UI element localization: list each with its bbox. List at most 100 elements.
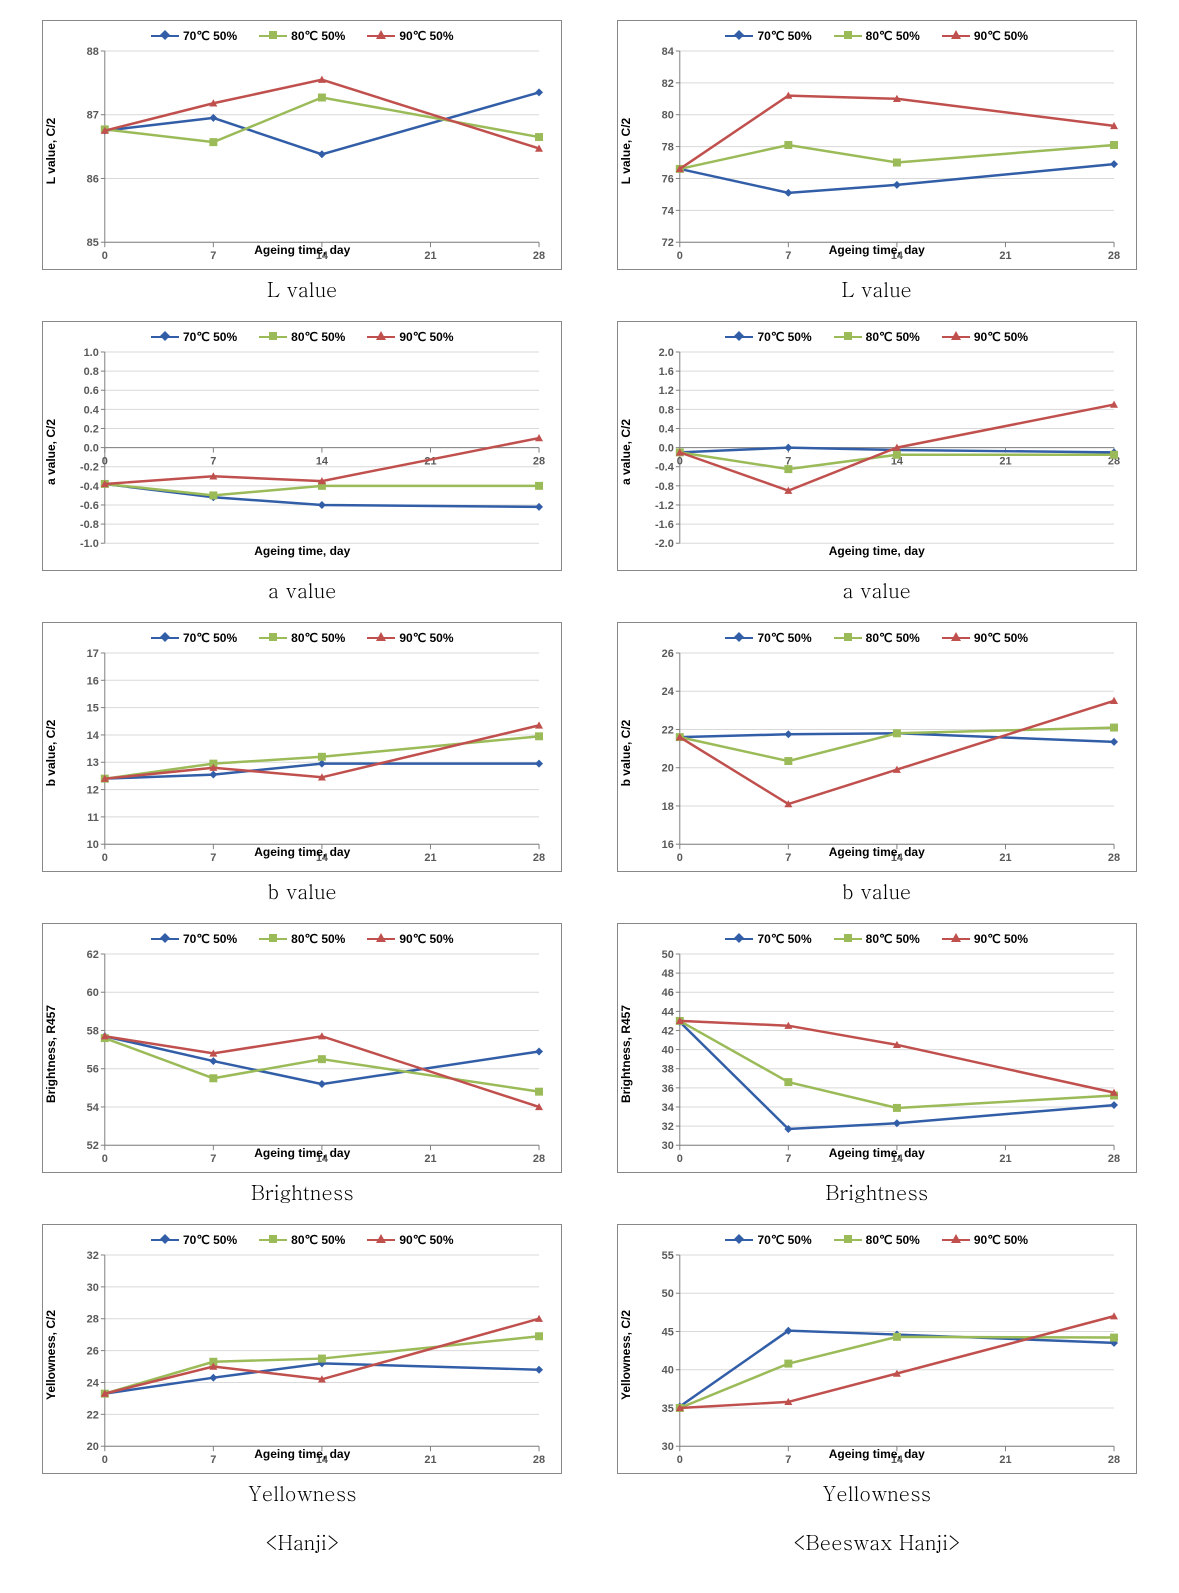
legend-item: 80℃ 50% <box>834 631 920 645</box>
svg-text:22: 22 <box>661 724 673 736</box>
chart-box: 70℃ 50% 80℃ 50% 90℃ 50% a value, C/2 -2.… <box>617 321 1137 571</box>
legend: 70℃ 50% 80℃ 50% 90℃ 50% <box>53 29 551 43</box>
svg-text:-0.8: -0.8 <box>80 519 99 531</box>
svg-text:-0.4: -0.4 <box>655 462 675 474</box>
svg-text:26: 26 <box>661 649 673 660</box>
legend: 70℃ 50% 80℃ 50% 90℃ 50% <box>628 1233 1126 1247</box>
svg-text:24: 24 <box>87 1377 100 1389</box>
legend: 70℃ 50% 80℃ 50% 90℃ 50% <box>628 330 1126 344</box>
chart-caption: a value <box>268 575 336 604</box>
svg-text:0.4: 0.4 <box>84 404 100 416</box>
legend-label: 70℃ 50% <box>757 29 811 43</box>
svg-text:45: 45 <box>661 1326 673 1338</box>
svg-text:16: 16 <box>87 675 99 687</box>
svg-text:34: 34 <box>661 1102 674 1114</box>
legend-item: 70℃ 50% <box>725 1233 811 1247</box>
legend-item: 80℃ 50% <box>259 1233 345 1247</box>
chart-caption: Brightness <box>251 1177 354 1206</box>
chart-cell: 70℃ 50% 80℃ 50% 90℃ 50% a value, C/2 -1.… <box>30 321 575 616</box>
svg-text:20: 20 <box>661 763 673 775</box>
legend-label: 80℃ 50% <box>291 330 345 344</box>
svg-text:1.6: 1.6 <box>658 366 673 378</box>
chart-cell: 70℃ 50% 80℃ 50% 90℃ 50% Brightness, R457… <box>605 923 1150 1218</box>
legend-label: 70℃ 50% <box>757 330 811 344</box>
chart-cell: 70℃ 50% 80℃ 50% 90℃ 50% b value, C/2 161… <box>605 622 1150 917</box>
svg-text:36: 36 <box>661 1083 673 1095</box>
chart-caption: b value <box>268 876 337 905</box>
legend-item: 90℃ 50% <box>942 330 1028 344</box>
legend-label: 90℃ 50% <box>974 1233 1028 1247</box>
legend-item: 70℃ 50% <box>151 330 237 344</box>
chart-caption: L value <box>842 274 912 303</box>
legend: 70℃ 50% 80℃ 50% 90℃ 50% <box>53 631 551 645</box>
legend-item: 70℃ 50% <box>151 932 237 946</box>
legend-label: 80℃ 50% <box>291 29 345 43</box>
legend-label: 80℃ 50% <box>291 932 345 946</box>
chart-cell: 70℃ 50% 80℃ 50% 90℃ 50% L value, C/2 727… <box>605 20 1150 315</box>
x-axis-label: Ageing time, day <box>53 544 551 558</box>
svg-text:0.6: 0.6 <box>84 385 99 397</box>
legend-label: 90℃ 50% <box>399 29 453 43</box>
svg-text:0.8: 0.8 <box>658 404 673 416</box>
svg-text:15: 15 <box>87 703 99 715</box>
legend-label: 90℃ 50% <box>974 932 1028 946</box>
legend-label: 70℃ 50% <box>183 29 237 43</box>
svg-text:0.0: 0.0 <box>658 443 673 455</box>
svg-text:56: 56 <box>87 1064 99 1076</box>
svg-text:14: 14 <box>316 456 329 468</box>
svg-text:82: 82 <box>661 78 673 90</box>
legend-label: 80℃ 50% <box>866 330 920 344</box>
x-axis-label: Ageing time, day <box>628 845 1126 859</box>
svg-text:0: 0 <box>676 456 682 468</box>
svg-text:-0.8: -0.8 <box>655 481 674 493</box>
legend: 70℃ 50% 80℃ 50% 90℃ 50% <box>628 631 1126 645</box>
x-axis-label: Ageing time, day <box>628 544 1126 558</box>
legend-item: 80℃ 50% <box>834 29 920 43</box>
svg-text:88: 88 <box>87 47 99 58</box>
svg-text:1.0: 1.0 <box>84 348 99 359</box>
legend-label: 70℃ 50% <box>183 631 237 645</box>
svg-text:0: 0 <box>102 456 108 468</box>
legend-item: 70℃ 50% <box>725 330 811 344</box>
svg-text:7: 7 <box>211 456 217 468</box>
legend-label: 80℃ 50% <box>866 29 920 43</box>
legend: 70℃ 50% 80℃ 50% 90℃ 50% <box>53 330 551 344</box>
svg-text:38: 38 <box>661 1064 673 1076</box>
svg-text:58: 58 <box>87 1025 99 1037</box>
x-axis-label: Ageing time, day <box>53 1146 551 1160</box>
svg-text:0.0: 0.0 <box>84 443 99 455</box>
x-axis-label: Ageing time, day <box>53 243 551 257</box>
svg-text:35: 35 <box>661 1403 673 1415</box>
legend-label: 70℃ 50% <box>183 1233 237 1247</box>
legend-item: 90℃ 50% <box>367 932 453 946</box>
svg-text:22: 22 <box>87 1409 99 1421</box>
svg-text:32: 32 <box>87 1251 99 1262</box>
legend-item: 80℃ 50% <box>259 330 345 344</box>
svg-text:-0.4: -0.4 <box>80 481 100 493</box>
x-axis-label: Ageing time, day <box>53 1447 551 1461</box>
svg-text:80: 80 <box>661 110 673 122</box>
svg-text:0.8: 0.8 <box>84 366 99 378</box>
legend-item: 90℃ 50% <box>367 631 453 645</box>
svg-text:12: 12 <box>87 785 99 797</box>
svg-text:60: 60 <box>87 987 99 999</box>
legend: 70℃ 50% 80℃ 50% 90℃ 50% <box>628 29 1126 43</box>
svg-text:21: 21 <box>999 456 1011 468</box>
legend-item: 80℃ 50% <box>834 1233 920 1247</box>
legend: 70℃ 50% 80℃ 50% 90℃ 50% <box>53 1233 551 1247</box>
chart-box: 70℃ 50% 80℃ 50% 90℃ 50% Brightness, R457… <box>42 923 562 1173</box>
x-axis-label: Ageing time, day <box>628 1146 1126 1160</box>
legend-item: 80℃ 50% <box>259 631 345 645</box>
svg-text:30: 30 <box>87 1282 99 1294</box>
chart-cell: 70℃ 50% 80℃ 50% 90℃ 50% Yellowness, C/2 … <box>30 1224 575 1519</box>
svg-text:40: 40 <box>661 1365 673 1377</box>
legend-item: 80℃ 50% <box>834 330 920 344</box>
chart-caption: a value <box>843 575 911 604</box>
svg-text:11: 11 <box>88 812 100 824</box>
svg-text:50: 50 <box>661 1288 673 1300</box>
svg-text:78: 78 <box>661 142 673 154</box>
chart-box: 70℃ 50% 80℃ 50% 90℃ 50% Yellowness, C/2 … <box>617 1224 1137 1474</box>
svg-text:2.0: 2.0 <box>658 348 673 359</box>
chart-cell: 70℃ 50% 80℃ 50% 90℃ 50% a value, C/2 -2.… <box>605 321 1150 616</box>
legend-label: 70℃ 50% <box>757 1233 811 1247</box>
